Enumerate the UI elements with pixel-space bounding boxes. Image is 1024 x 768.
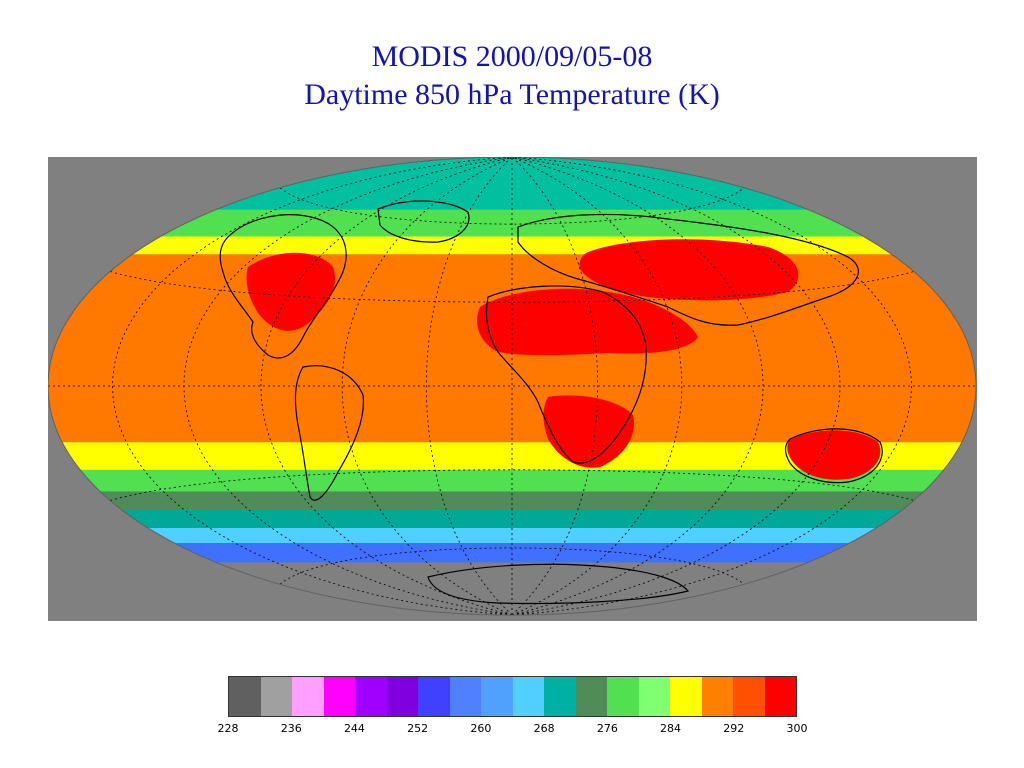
colorbar-tick-label: 284: [660, 722, 682, 735]
colorbar-swatch: [449, 677, 481, 716]
coastlines: [219, 200, 883, 605]
temperature-map: [48, 157, 977, 621]
colorbar: [228, 676, 797, 717]
hot-region-southern-africa: [543, 395, 634, 468]
colorbar-swatch: [418, 677, 450, 716]
temperature-bands: [48, 157, 976, 615]
temperature-band: [48, 543, 976, 563]
colorbar-swatch: [764, 677, 796, 716]
colorbar-swatch: [607, 677, 639, 716]
colorbar-swatch: [512, 677, 544, 716]
colorbar-swatch: [481, 677, 513, 716]
colorbar-tick-label: 236: [280, 722, 302, 735]
colorbar-tick-label: 252: [407, 722, 429, 735]
colorbar-legend: 228 236 244 252 260 268 276 284 292 300: [218, 676, 808, 735]
meridian-line: [511, 157, 599, 615]
temperature-band: [48, 562, 976, 615]
colorbar-tick-label: 228: [217, 722, 239, 735]
meridian-line: [425, 157, 513, 615]
colorbar-swatch: [386, 677, 418, 716]
colorbar-swatch: [575, 677, 607, 716]
hot-region-central-asia: [579, 239, 799, 301]
colorbar-swatch: [292, 677, 324, 716]
colorbar-tick-label: 300: [786, 722, 808, 735]
colorbar-tick-label: 260: [470, 722, 492, 735]
colorbar-tick-label: 268: [533, 722, 555, 735]
graticule: [48, 157, 976, 615]
map-oval: [48, 157, 976, 615]
colorbar-swatch: [323, 677, 355, 716]
temperature-band: [48, 157, 976, 211]
temperature-band: [48, 509, 976, 529]
colorbar-swatch: [544, 677, 576, 716]
map-title: MODIS 2000/09/05-08 Daytime 850 hPa Temp…: [0, 38, 1024, 114]
colorbar-tick-label: 276: [596, 722, 618, 735]
title-line-2: Daytime 850 hPa Temperature (K): [304, 78, 720, 111]
temperature-band: [48, 469, 976, 492]
colorbar-swatch: [260, 677, 292, 716]
parallel-line: [279, 547, 745, 585]
colorbar-tick-label: 292: [723, 722, 745, 735]
colorbar-ticks: 228 236 244 252 260 268 276 284 292 300: [218, 722, 808, 738]
temperature-band: [48, 491, 976, 511]
colorbar-swatch: [701, 677, 733, 716]
meridian-line: [511, 157, 841, 615]
temperature-band: [48, 527, 976, 544]
hot-region-australia: [787, 430, 881, 480]
title-line-1: MODIS 2000/09/05-08: [371, 40, 653, 73]
colorbar-swatch: [229, 677, 261, 716]
colorbar-swatch: [733, 677, 765, 716]
meridian-line: [511, 157, 683, 615]
colorbar-tick-label: 244: [343, 722, 365, 735]
hot-region-sahara: [477, 288, 698, 356]
colorbar-swatch: [638, 677, 670, 716]
colorbar-swatch: [355, 677, 387, 716]
colorbar-swatch: [670, 677, 702, 716]
map-border: [48, 157, 977, 616]
map-canvas: [48, 157, 977, 616]
parallel-line: [279, 187, 745, 225]
meridian-line: [112, 157, 513, 615]
